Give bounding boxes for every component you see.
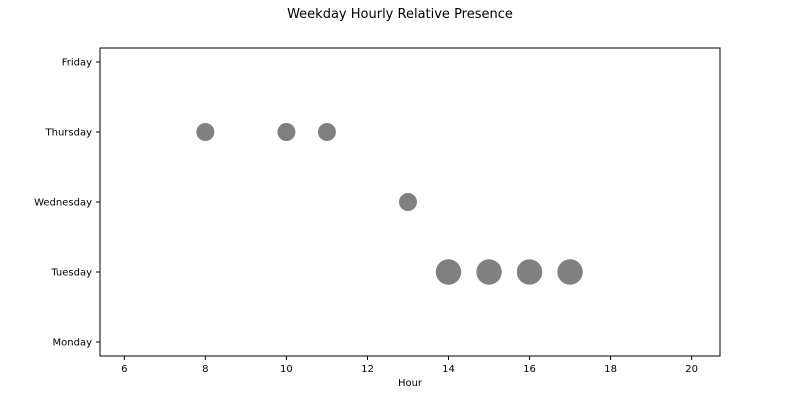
y-axis: Monday Tuesday Wednesday Thursday Friday — [34, 58, 100, 349]
x-tick-label: 20 — [685, 364, 698, 375]
y-tick-label: Monday — [53, 338, 93, 349]
x-tick-label: 6 — [121, 364, 127, 375]
x-tick-label: 10 — [280, 364, 293, 375]
x-tick-label: 16 — [523, 364, 536, 375]
data-point — [398, 193, 417, 211]
y-tick-label: Wednesday — [34, 198, 92, 209]
chart-title: Weekday Hourly Relative Presence — [287, 7, 513, 22]
data-point — [557, 259, 583, 285]
data-point — [476, 259, 502, 285]
data-point — [277, 123, 296, 141]
y-tick-label: Thursday — [45, 128, 93, 139]
data-point — [196, 123, 215, 141]
data-point — [516, 259, 543, 285]
x-tick-label: 18 — [604, 364, 617, 375]
y-tick-label: Tuesday — [50, 268, 92, 279]
data-points — [196, 123, 583, 285]
x-tick-label: 14 — [442, 364, 455, 375]
x-axis-label: Hour — [398, 378, 423, 389]
x-tick-label: 12 — [361, 364, 374, 375]
x-tick-label: 8 — [202, 364, 208, 375]
x-axis: 6 8 10 12 14 16 18 20 — [121, 356, 698, 375]
data-point — [435, 259, 462, 285]
data-point — [317, 123, 336, 141]
y-tick-label: Friday — [62, 58, 92, 69]
